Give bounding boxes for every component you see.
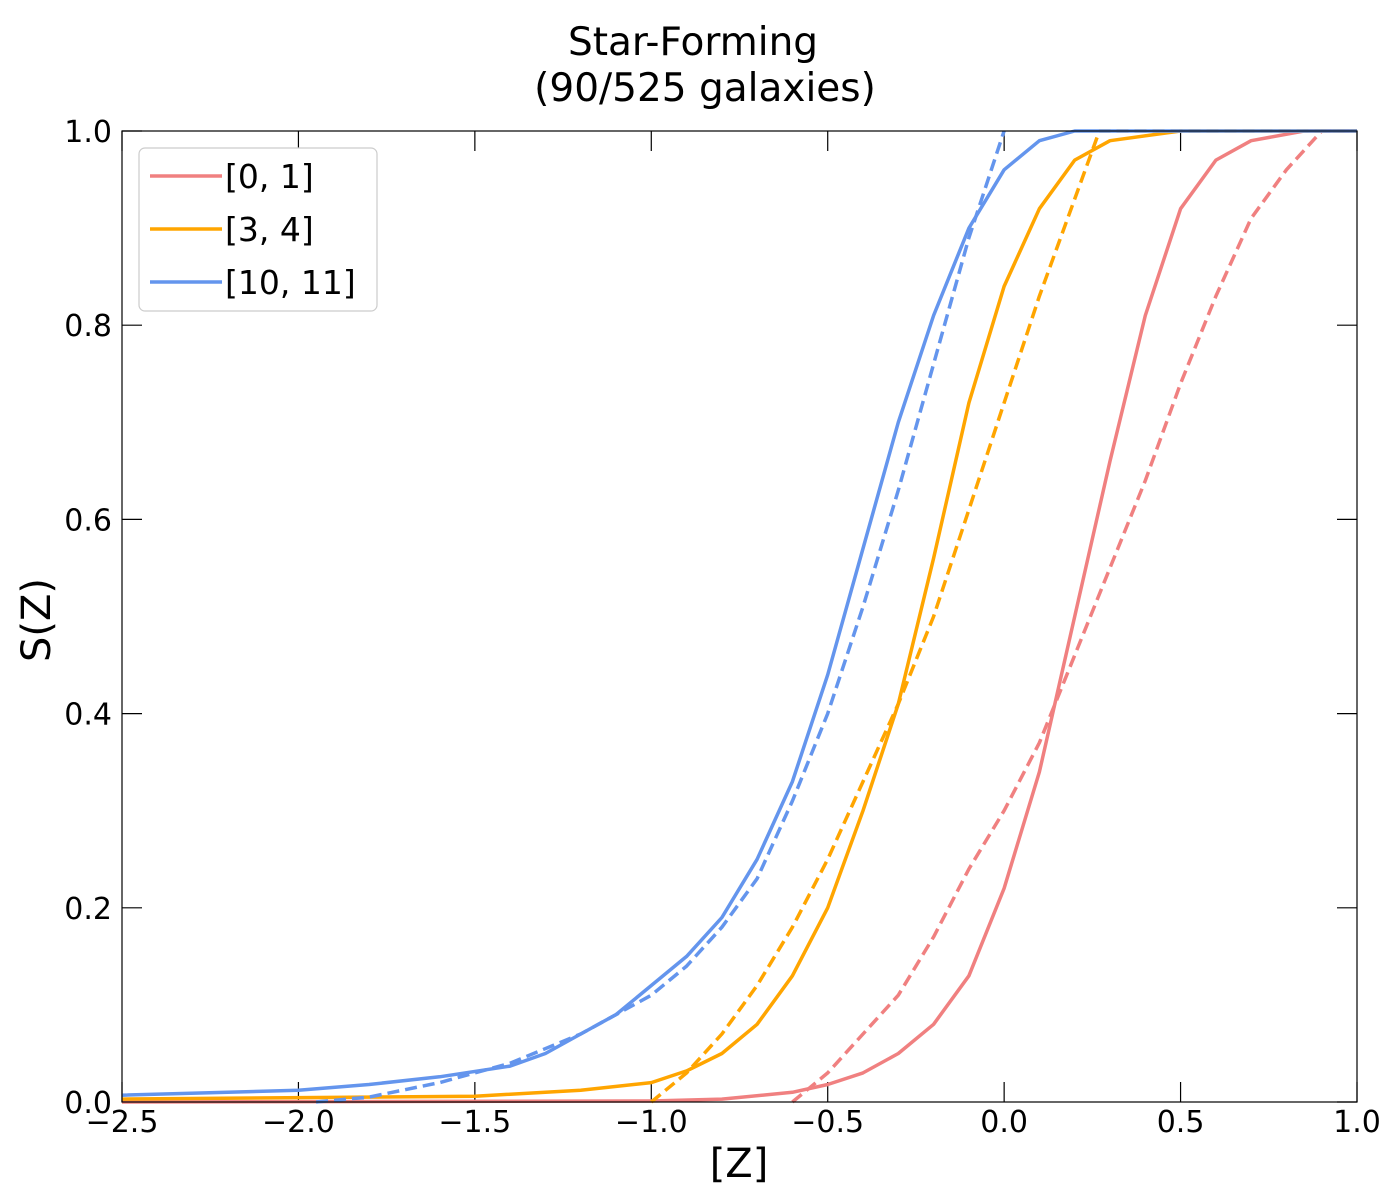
series-line-3-dashed [650, 129, 1357, 1104]
y-tick-label: 1.0 [64, 115, 112, 150]
legend-box [138, 147, 378, 312]
series-line-0 [121, 129, 1357, 1104]
x-tick-labels: −2.5 −2.0 −1.5 −1.0 −0.5 0.0 0.5 1.0 [86, 1105, 1381, 1140]
y-tick-label: 0.2 [64, 892, 112, 927]
y-axis-label: S(Z) [14, 578, 60, 662]
y-tick-label: 0.4 [64, 698, 112, 733]
x-tick-label: 0.0 [980, 1105, 1028, 1140]
y-tick-labels: 0.0 0.2 0.4 0.6 0.8 1.0 [64, 115, 112, 1121]
series-layer [121, 129, 1357, 1104]
legend-label: [3, 4] [225, 210, 314, 249]
y-tick-label: 0.8 [64, 309, 112, 344]
legend-label: [0, 1] [225, 157, 314, 196]
chart-subtitle: (90/525 galaxies) [534, 66, 876, 111]
plot-frame [121, 130, 1358, 1103]
x-tick-label: 0.5 [1157, 1105, 1205, 1140]
x-tick-label: −0.5 [791, 1105, 864, 1140]
x-axis-label: [Z] [710, 1141, 769, 1187]
series-line-5-dashed [315, 130, 1006, 1104]
x-tick-label: 1.0 [1333, 1105, 1381, 1140]
y-tick-label: 0.0 [64, 1086, 112, 1121]
y-tick-label: 0.6 [64, 503, 112, 538]
legend-label: [10, 11] [225, 263, 356, 302]
x-tick-label: −2.5 [86, 1105, 159, 1140]
series-line-1-dashed [791, 129, 1357, 1104]
series-line-2 [121, 129, 1357, 1101]
chart-title: Star-Forming [568, 20, 818, 65]
x-tick-label: −1.5 [438, 1105, 511, 1140]
x-tick-label: −1.0 [615, 1105, 688, 1140]
legend: [0, 1] [3, 4] [10, 11] [138, 147, 378, 312]
x-tick-label: −2.0 [262, 1105, 335, 1140]
